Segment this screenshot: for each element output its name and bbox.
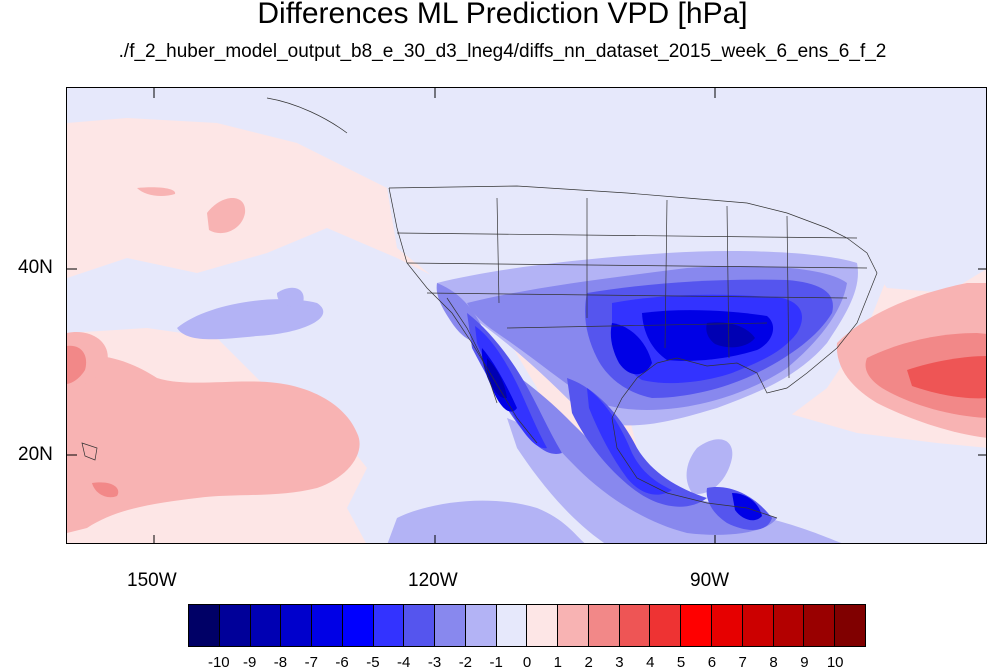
lat-tick-label-40n: 40N (18, 257, 53, 278)
colorbar-label: -5 (366, 654, 380, 671)
contour-pos1-pacific-south (67, 355, 360, 533)
colorbar-box (527, 605, 559, 646)
colorbar-label: 7 (738, 654, 747, 671)
lat-tick-label-20n: 20N (18, 444, 53, 465)
contour-neg5-mexico-west (475, 326, 547, 449)
colorbar-box (650, 605, 682, 646)
colorbar-label: 8 (769, 654, 778, 671)
colorbar-label: -3 (427, 654, 442, 671)
contour-pos3-atlantic (907, 356, 986, 399)
colorbar-label: -4 (397, 654, 411, 671)
colorbar-label: -6 (335, 654, 349, 671)
colorbar-box (804, 605, 836, 646)
contour-neg6-guatemala (732, 493, 762, 521)
colorbar-box (496, 605, 528, 646)
coastline-borders (81, 97, 878, 519)
colorbar-box (189, 605, 220, 646)
colorbar-label: 2 (584, 654, 593, 671)
map-plot-area (66, 87, 987, 544)
contour-pos1-pacific-north-2 (137, 187, 176, 196)
colorbar-label: 9 (800, 654, 809, 671)
colorbar-box (342, 605, 374, 646)
colorbar-label: -2 (458, 654, 473, 671)
colorbar-box (742, 605, 774, 646)
colorbar-box (250, 605, 282, 646)
colorbar-label: -1 (489, 654, 503, 671)
colorbar-box (558, 605, 589, 646)
colorbar-label: -10 (207, 654, 230, 671)
colorbar-label: 6 (707, 654, 717, 671)
contour-neg8-sonora (487, 358, 507, 399)
contour-neg1-pacific-north (67, 88, 986, 293)
contour-neg6-gulf-coast (642, 310, 774, 361)
colorbar-box (435, 605, 466, 646)
colorbar-label: 10 (826, 654, 844, 671)
colorbar-label: -8 (273, 654, 288, 671)
colorbar-label: 5 (676, 654, 686, 671)
contour-neg5-mexico-east (587, 388, 672, 495)
lon-tick-label-120w: 120W (408, 570, 458, 591)
colorbar-box (373, 605, 405, 646)
colorbar-label: 4 (646, 654, 655, 671)
colorbar-box (219, 605, 251, 646)
contour-neg2-pacific-patch (177, 299, 324, 340)
contour-neg2-pacific-south (387, 500, 585, 543)
contour-neg8-georgia (706, 322, 755, 348)
colorbar-box (281, 605, 313, 646)
colorbar-box (681, 605, 713, 646)
contour-pos1-pacific-north (207, 198, 246, 234)
colorbar-box (619, 605, 651, 646)
colorbar-box (404, 605, 436, 646)
colorbar-label: 3 (615, 654, 624, 671)
contour-neg2-central-america (507, 418, 842, 543)
colorbar-box (312, 605, 343, 646)
contour-pos2-hawaii-west (67, 345, 87, 384)
colorbar-label: 1 (553, 654, 562, 671)
colorbar-box (835, 605, 865, 646)
colorbar-label: -7 (304, 654, 318, 671)
colorbar-box (588, 605, 620, 646)
frame-ticks (67, 88, 986, 543)
colorbar-box (465, 605, 497, 646)
colorbar-label: -9 (242, 654, 257, 671)
colorbar-label: 0 (522, 654, 532, 671)
colorbar-box (712, 605, 743, 646)
colorbar (188, 604, 866, 647)
contour-neg2-pacific-patch-2 (277, 287, 304, 307)
lon-tick-label-90w: 90W (690, 570, 730, 591)
colorbar-box (773, 605, 805, 646)
contour-neg6-texas (610, 323, 652, 375)
contour-neg2-caribbean-island (686, 439, 733, 494)
vpd-difference-map (67, 88, 986, 543)
map-subtitle: ./f_2_huber_model_output_b8_e_30_d3_lneg… (118, 41, 887, 62)
contour-pos2-pacific-small (92, 482, 119, 498)
lon-tick-label-150w: 150W (127, 570, 177, 591)
map-title: Differences ML Prediction VPD [hPa] (257, 0, 748, 30)
